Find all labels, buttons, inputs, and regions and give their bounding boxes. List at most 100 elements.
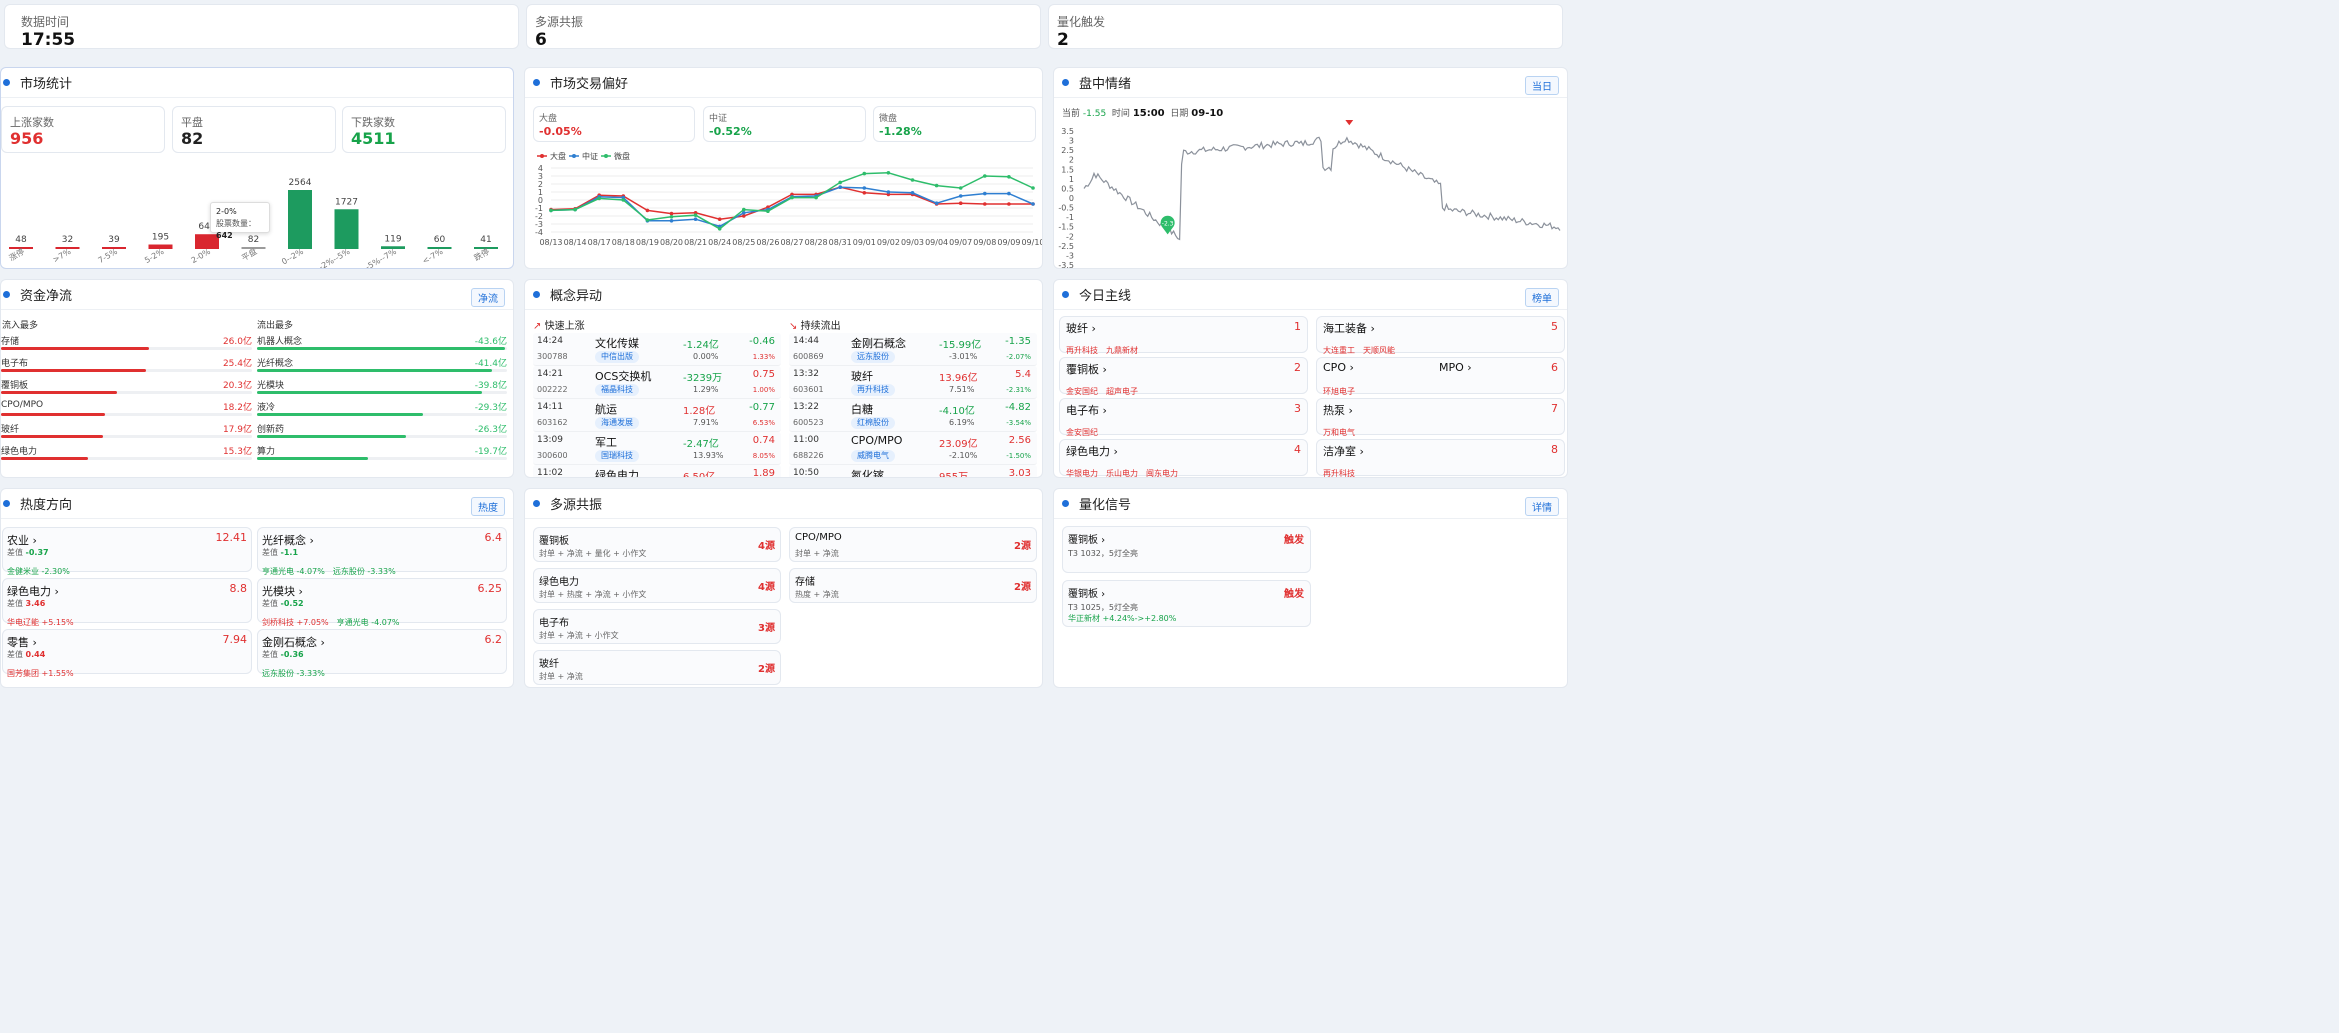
stock-link[interactable]: 剑桥科技 +7.05% <box>262 618 329 627</box>
stock-link[interactable]: 九鼎新材 <box>1106 346 1138 355</box>
concept-pct: -2.10% <box>949 451 978 460</box>
dist-bar[interactable] <box>288 190 312 249</box>
heat-item[interactable]: 金刚石概念 › 6.2 差值 -0.36 远东股份 -3.33% <box>257 629 507 678</box>
intraday-button[interactable]: 当日 <box>1525 76 1559 95</box>
flow-row[interactable]: 覆铜板 20.3亿 <box>1 378 252 400</box>
flow-value: -41.4亿 <box>474 359 507 369</box>
resonance-item[interactable]: 覆铜板 封单 + 净流 + 量化 + 小作文 4源 <box>533 527 781 562</box>
heat-item[interactable]: 光模块 › 6.25 差值 -0.52 剑桥科技 +7.05% 亨通光电 -4.07% <box>257 578 507 627</box>
stock-link[interactable]: 远东股份 -3.33% <box>332 567 396 576</box>
resonance-item[interactable]: 电子布 封单 + 净流 + 小作文 3源 <box>533 609 781 644</box>
flat-value: 82 <box>181 129 204 148</box>
panel-title: 市场交易偏好 <box>550 77 629 92</box>
heat-item[interactable]: 零售 › 7.94 差值 0.44 国芳集团 +1.55% <box>2 629 252 678</box>
details-button[interactable]: 详情 <box>1525 497 1559 516</box>
stock-link[interactable]: 再升科技 <box>1066 346 1098 355</box>
heat-item[interactable]: 农业 › 12.41 差值 -0.37 金健米业 -2.30% <box>2 527 252 576</box>
stock-link[interactable]: 大连重工 <box>1323 346 1355 355</box>
heat-item[interactable]: 绿色电力 › 8.8 差值 3.46 华电辽能 +5.15% <box>2 578 252 627</box>
dist-bar[interactable] <box>102 247 126 249</box>
stock-link[interactable]: 华银电力 <box>1066 469 1098 478</box>
mainline-item[interactable]: 电子布 › 3 金安国纪 <box>1059 398 1308 437</box>
net-flow-button[interactable]: 净流 <box>471 288 505 307</box>
stock-link[interactable]: 亨通光电 -4.07% <box>262 567 325 576</box>
concept-row[interactable]: 13:22 白糖 -4.10亿 -4.82 600523 红棉股份 6.19% -3.54% <box>789 399 1037 432</box>
dist-bar[interactable] <box>427 247 452 249</box>
flow-row[interactable]: CPO/MPO 18.2亿 <box>1 400 252 422</box>
flow-row[interactable]: 存储 26.0亿 <box>1 334 252 356</box>
heat-diff-label: 差值 <box>262 650 281 659</box>
stock-link[interactable]: 环旭电子 <box>1323 387 1355 396</box>
stock-link[interactable]: 万和电气 <box>1323 428 1355 437</box>
flow-row[interactable]: 电子布 25.4亿 <box>1 356 252 378</box>
mainline-item[interactable]: 玻纤 › 1 再升科技 九鼎新材 <box>1059 316 1308 355</box>
concept-name: 文化传媒 <box>595 337 639 350</box>
stock-link[interactable]: 远东股份 -3.33% <box>262 669 325 678</box>
resonance-item[interactable]: 绿色电力 封单 + 热度 + 净流 + 小作文 4源 <box>533 568 781 603</box>
dist-bar[interactable] <box>148 244 173 249</box>
concept-row[interactable]: 11:02 绿色电力 6.50亿 1.89 <box>533 465 781 477</box>
concept-change: 2.56 <box>1008 435 1031 446</box>
concept-row[interactable]: 10:50 氮化镓 955万 3.03 <box>789 465 1037 477</box>
flow-value: 26.0亿 <box>222 337 252 347</box>
panel-header: 市场交易偏好 <box>525 68 1042 98</box>
x-tick: 08/14 <box>564 238 587 247</box>
mainline-item[interactable]: 覆铜板 › 2 金安国纪 超声电子 <box>1059 357 1308 396</box>
mainline-item[interactable]: 绿色电力 › 4 华银电力 乐山电力 闽东电力 <box>1059 439 1308 478</box>
ranking-button[interactable]: 榜单 <box>1525 288 1559 307</box>
outflow-header: ↘ 持续流出 <box>789 317 841 332</box>
quant-item[interactable]: 覆铜板 › 触发 T3 1032，5灯全亮 <box>1062 526 1311 573</box>
stock-link[interactable]: 乐山电力 <box>1106 469 1138 478</box>
dist-bar[interactable] <box>474 247 498 249</box>
mainline-item[interactable]: 热泵 › 7 万和电气 <box>1316 398 1565 437</box>
quant-item[interactable]: 覆铜板 › 触发 T3 1025，5灯全亮 华正新材 +4.24%->+2.80% <box>1062 580 1311 627</box>
concept-row[interactable]: 14:21 OCS交换机 -3239万 0.75 002222 福晶科技 1.29% 1.00… <box>533 366 781 399</box>
series-point <box>983 191 987 196</box>
dist-bar[interactable] <box>241 247 266 249</box>
resonance-item[interactable]: 存储 热度 + 净流 2源 <box>789 568 1037 603</box>
dist-bar[interactable] <box>9 247 33 249</box>
stock-link[interactable]: 国芳集团 +1.55% <box>7 669 74 678</box>
series-point <box>717 217 722 221</box>
stock-link[interactable]: 天顺风能 <box>1363 346 1395 355</box>
heat-button[interactable]: 热度 <box>471 497 505 516</box>
flow-row[interactable]: 光纤概念 -41.4亿 <box>257 356 507 378</box>
tooltip-label: 股票数量： <box>216 219 256 228</box>
dist-bar[interactable] <box>55 247 80 249</box>
dist-bar[interactable] <box>334 209 359 249</box>
dist-bar[interactable] <box>381 246 405 249</box>
resonance-item[interactable]: CPO/MPO 封单 + 净流 2源 <box>789 527 1037 562</box>
mainline-item[interactable]: 洁净室 › 8 再升科技 <box>1316 439 1565 478</box>
flow-row[interactable]: 算力 -19.7亿 <box>257 444 507 466</box>
dist-bar[interactable] <box>195 234 219 249</box>
flow-row[interactable]: 玻纤 17.9亿 <box>1 422 252 444</box>
stock-link[interactable]: 金安国纪 <box>1066 428 1098 437</box>
stock-link[interactable]: 金安国纪 <box>1066 387 1098 396</box>
heat-item[interactable]: 光纤概念 › 6.4 差值 -1.1 亨通光电 -4.07% 远东股份 -3.33% <box>257 527 507 576</box>
mainline-name: 热泵 › <box>1323 404 1353 417</box>
stock-link[interactable]: 闽东电力 <box>1146 469 1178 478</box>
dist-bar-label: -5%--7% <box>364 247 398 269</box>
mainline-name: 电子布 › <box>1066 404 1107 417</box>
stock-link[interactable]: 金健米业 -2.30% <box>7 567 70 576</box>
stock-link[interactable]: 再升科技 <box>1323 469 1355 478</box>
concept-row[interactable]: 13:09 军工 -2.47亿 0.74 300600 国瑞科技 13.93% 8.05% <box>533 432 781 465</box>
flow-row[interactable]: 创新药 -26.3亿 <box>257 422 507 444</box>
flow-row[interactable]: 液冷 -29.3亿 <box>257 400 507 422</box>
mainline-item[interactable]: 海工装备 › 5 大连重工 天顺风能 <box>1316 316 1565 355</box>
concept-flow: -1.24亿 <box>683 340 719 351</box>
flow-row[interactable]: 绿色电力 15.3亿 <box>1 444 252 466</box>
concept-row[interactable]: 14:24 文化传媒 -1.24亿 -0.46 300788 中信出版 0.00% 1.33% <box>533 333 781 366</box>
mainline-item[interactable]: CPO › MPO › 6 环旭电子 <box>1316 357 1565 396</box>
flow-row[interactable]: 光模块 -39.8亿 <box>257 378 507 400</box>
stock-link[interactable]: 超声电子 <box>1106 387 1138 396</box>
stock-link[interactable]: 华电辽能 +5.15% <box>7 618 74 627</box>
flow-row[interactable]: 机器人概念 -43.6亿 <box>257 334 507 356</box>
concept-row[interactable]: 11:00 CPO/MPO 23.09亿 2.56 688226 威腾电气 -2.10% -1… <box>789 432 1037 465</box>
stock-link[interactable]: 亨通光电 -4.07% <box>336 618 400 627</box>
resonance-item[interactable]: 玻纤 封单 + 净流 2源 <box>533 650 781 685</box>
concept-row[interactable]: 14:44 金刚石概念 -15.99亿 -1.35 600869 远东股份 -3.01% -2… <box>789 333 1037 366</box>
y-tick: -0.5 <box>1058 204 1074 213</box>
concept-row[interactable]: 13:32 玻纤 13.96亿 5.4 603601 再升科技 7.51% -2.31% <box>789 366 1037 399</box>
concept-row[interactable]: 14:11 航运 1.28亿 -0.77 603162 海通发展 7.91% 6.53% <box>533 399 781 432</box>
